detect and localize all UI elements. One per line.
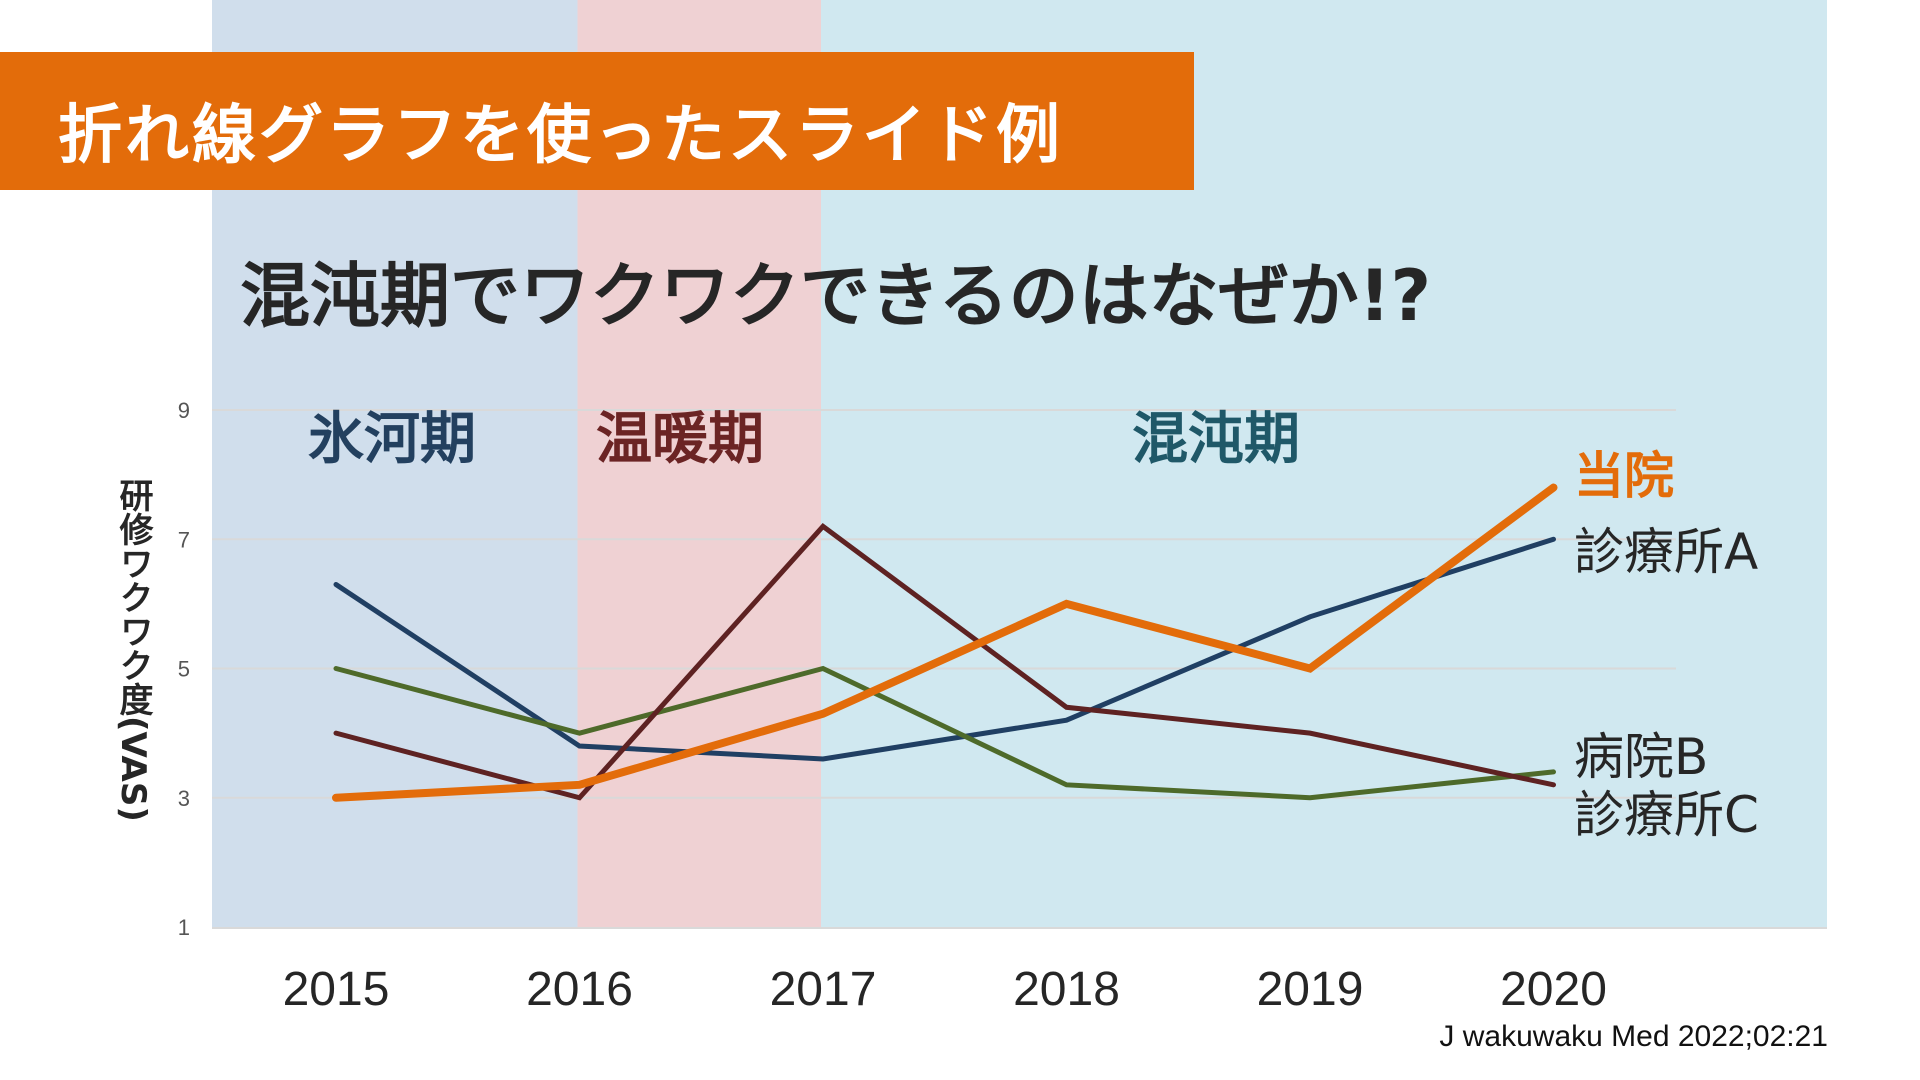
series-line-hospital-b <box>333 665 1556 801</box>
series-label-hospital-b: 病院B <box>1574 728 1709 786</box>
x-tick-label: 2020 <box>1500 963 1607 1016</box>
series-lines <box>332 483 1558 802</box>
series-line-clinic-a <box>333 536 1556 762</box>
period-label-warm: 温暖期 <box>596 407 764 472</box>
x-tick-label: 2016 <box>526 963 633 1016</box>
series-label-own: 当院 <box>1574 447 1674 505</box>
series-label-clinic-a: 診療所A <box>1574 523 1759 581</box>
title-banner <box>0 52 1194 190</box>
citation: J wakuwaku Med 2022;02:21 <box>1439 1020 1828 1053</box>
series-label-clinic-c: 診療所C <box>1574 786 1759 844</box>
x-tick-label: 2018 <box>1013 963 1120 1016</box>
x-tick-label: 2015 <box>283 963 390 1016</box>
period-label-chaos: 混沌期 <box>1132 407 1300 472</box>
series-line-own <box>332 483 1558 802</box>
x-tick-label: 2017 <box>770 963 877 1016</box>
y-axis-title: 研修ワクワク度(VAS) <box>113 478 153 822</box>
y-tick-label: 3 <box>178 786 190 811</box>
chart-subtitle: 混沌期でワクワクできるのはなぜか!? <box>240 255 1432 337</box>
x-axis-ticks: 2015 2016 2017 2018 2019 2020 <box>283 963 1607 1016</box>
x-tick-label: 2019 <box>1257 963 1364 1016</box>
y-tick-label: 7 <box>178 527 190 552</box>
y-tick-label: 9 <box>178 398 190 423</box>
y-axis-ticks: 1 3 5 7 9 <box>178 398 190 940</box>
gridlines <box>212 409 1827 929</box>
banner-title: 折れ線グラフを使ったスライド例 <box>58 99 1063 173</box>
y-tick-label: 5 <box>178 657 190 682</box>
period-label-ice-age: 氷河期 <box>308 407 476 472</box>
y-tick-label: 1 <box>178 915 190 940</box>
